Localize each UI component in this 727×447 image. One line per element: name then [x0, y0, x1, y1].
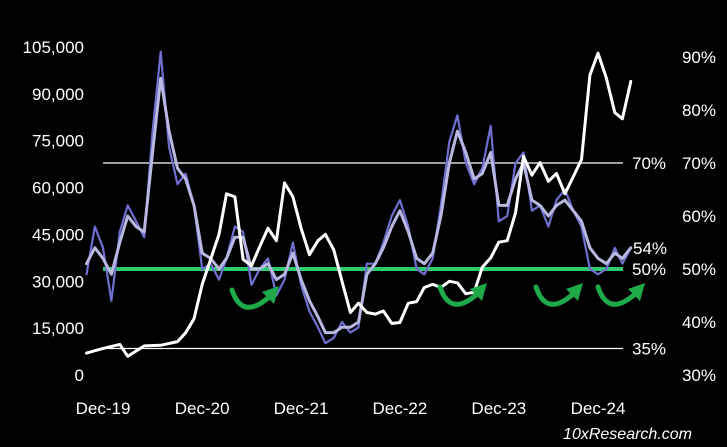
y-right-tick: 50%: [682, 260, 716, 279]
y-left-tick: 45,000: [32, 225, 84, 244]
left-axis: 0 15,000 30,000 45,000 60,000 75,000 90,000 105…: [23, 38, 84, 385]
x-tick: Dec-19: [76, 399, 131, 418]
y-left-tick: 60,000: [32, 179, 84, 198]
y-left-tick: 0: [75, 366, 84, 385]
y-left-tick: 30,000: [32, 272, 84, 291]
y-right-tick: 90%: [682, 48, 716, 67]
right-axis: 30% 40% 50% 60% 70% 80% 90%: [682, 48, 716, 385]
x-axis: Dec-19 Dec-20 Dec-21 Dec-22 Dec-23 Dec-24: [76, 399, 626, 418]
series-line-price: [85, 51, 633, 358]
bounce-arrow-icon: [595, 283, 645, 307]
x-tick: Dec-21: [274, 399, 329, 418]
reference-label-70: 70%: [632, 154, 666, 173]
bounce-arrows: [229, 283, 645, 310]
y-left-tick: 75,000: [32, 132, 84, 151]
series-line-percent_smooth: [85, 76, 633, 335]
reference-lines: 70% 50% 35%: [103, 154, 666, 359]
y-right-tick: 70%: [682, 154, 716, 173]
reference-label-35: 35%: [632, 340, 666, 359]
series-layer: [85, 50, 633, 358]
x-tick: Dec-24: [571, 399, 626, 418]
y-right-tick: 40%: [682, 313, 716, 332]
annotation-54: 54%: [633, 239, 667, 258]
y-left-tick: 90,000: [32, 85, 84, 104]
x-tick: Dec-23: [471, 399, 526, 418]
y-right-tick: 60%: [682, 207, 716, 226]
bounce-arrow-icon: [533, 283, 583, 307]
watermark: 10xResearch.com: [563, 426, 692, 443]
x-tick: Dec-20: [175, 399, 230, 418]
bounce-arrow-icon: [437, 283, 487, 307]
reference-label-50: 50%: [632, 260, 666, 279]
y-left-tick: 105,000: [23, 38, 84, 57]
y-right-tick: 80%: [682, 101, 716, 120]
y-right-tick: 30%: [682, 366, 716, 385]
y-left-tick: 15,000: [32, 319, 84, 338]
x-tick: Dec-22: [373, 399, 428, 418]
bounce-arrow-icon: [229, 286, 279, 310]
